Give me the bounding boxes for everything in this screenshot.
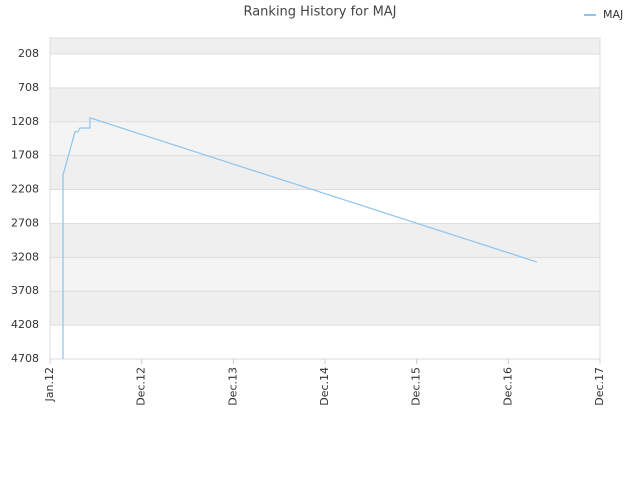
x-tick-label: Dec.14 (318, 367, 331, 406)
y-tick-label: 1208 (11, 115, 39, 128)
legend-label: MAJ (603, 8, 623, 21)
band (50, 189, 600, 224)
band (50, 121, 600, 156)
x-tick-label: Jan.12 (43, 367, 56, 402)
chart-title: Ranking History for MAJ (243, 5, 396, 20)
band (50, 87, 600, 122)
x-tick-label: Dec.17 (593, 367, 606, 406)
band (50, 53, 600, 88)
band (50, 291, 600, 326)
x-tick-label: Dec.13 (226, 367, 239, 406)
line (62, 117, 537, 359)
x-tick-label: Dec.15 (410, 367, 423, 406)
y-tick-label: 1708 (11, 149, 39, 162)
band (50, 38, 600, 54)
band (50, 257, 600, 292)
x-tick-label: Dec.16 (501, 367, 514, 406)
y-tick-label: 3708 (11, 284, 39, 297)
y-tick-label: 3208 (11, 250, 39, 263)
band (50, 223, 600, 258)
y-tick-label: 4708 (11, 352, 39, 365)
y-tick-label: 208 (18, 47, 39, 60)
y-tick-label: 4208 (11, 318, 39, 331)
band (50, 325, 600, 359)
x-tick-label: Dec.12 (135, 367, 148, 406)
y-tick-label: 2708 (11, 216, 39, 229)
y-tick-label: 2208 (11, 183, 39, 196)
band (50, 155, 600, 190)
y-tick-label: 708 (18, 81, 39, 94)
